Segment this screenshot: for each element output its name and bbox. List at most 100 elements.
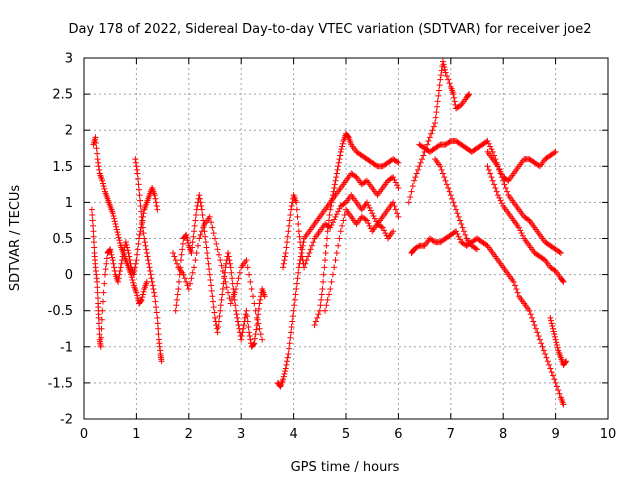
data-point: [367, 207, 374, 214]
data-point: [332, 213, 339, 220]
data-point: [320, 271, 327, 278]
data-point: [544, 358, 551, 365]
data-point: [203, 244, 210, 251]
data-point: [117, 264, 124, 271]
y-tick-label: 1: [65, 196, 73, 211]
data-point: [291, 296, 298, 303]
data-point: [217, 257, 224, 264]
data-point: [366, 204, 373, 211]
data-point: [295, 269, 302, 276]
data-point: [369, 210, 376, 217]
data-point: [213, 240, 220, 247]
data-point: [192, 217, 199, 224]
data-point: [443, 181, 450, 188]
data-point: [218, 262, 225, 269]
data-point: [90, 228, 97, 235]
data-point: [395, 213, 402, 220]
grid-layer: [84, 58, 608, 419]
data-point: [222, 264, 229, 271]
data-point: [214, 329, 221, 336]
data-point: [219, 291, 226, 298]
series-sat-g: [280, 192, 402, 271]
data-point: [324, 235, 331, 242]
data-point: [390, 199, 397, 206]
series-sat-j: [408, 228, 567, 408]
data-point: [230, 293, 237, 300]
x-tick-label: 0: [80, 427, 88, 442]
data-point: [225, 249, 232, 256]
data-point: [504, 188, 511, 195]
data-point: [551, 267, 558, 274]
data-point: [221, 273, 228, 280]
data-point: [129, 277, 136, 284]
data-point: [498, 200, 505, 207]
data-point: [229, 296, 236, 303]
data-point: [255, 311, 262, 318]
data-point: [117, 240, 124, 247]
data-point: [103, 260, 110, 267]
data-point: [315, 311, 322, 318]
data-point: [329, 192, 336, 199]
data-point: [119, 253, 126, 260]
series-sat-n: [484, 148, 564, 256]
data-point: [492, 184, 499, 191]
data-point: [137, 228, 144, 235]
data-point: [441, 64, 448, 71]
data-point: [212, 235, 218, 242]
data-point: [295, 228, 302, 235]
data-point: [327, 206, 334, 213]
data-point: [318, 296, 325, 303]
data-point: [280, 376, 287, 383]
data-point: [94, 156, 101, 163]
data-point: [497, 197, 504, 204]
x-tick-label: 7: [447, 427, 455, 442]
data-point: [434, 98, 441, 105]
data-point: [109, 257, 116, 264]
data-point: [244, 318, 251, 325]
data-point: [113, 223, 120, 230]
data-point: [138, 296, 145, 303]
data-point: [147, 271, 154, 278]
data-point: [208, 219, 215, 226]
data-point: [210, 230, 217, 237]
data-point: [436, 87, 443, 94]
data-point: [101, 271, 108, 278]
data-point: [94, 289, 101, 296]
data-point: [193, 206, 200, 213]
data-point: [287, 334, 294, 341]
data-point: [295, 221, 302, 228]
data-point: [413, 170, 420, 177]
data-point: [257, 296, 264, 303]
data-point: [415, 166, 422, 173]
data-point: [442, 69, 449, 76]
data-point: [435, 92, 442, 99]
data-point: [459, 224, 466, 231]
data-point: [451, 203, 458, 210]
data-point: [252, 307, 259, 314]
data-point: [196, 235, 203, 242]
data-point: [243, 257, 250, 264]
data-point: [235, 322, 242, 329]
data-point: [336, 235, 343, 242]
data-point: [532, 325, 539, 332]
data-point: [293, 206, 300, 213]
data-point: [287, 212, 294, 219]
data-point: [308, 242, 315, 249]
data-point: [317, 302, 324, 309]
data-point: [199, 212, 206, 219]
data-point: [289, 313, 296, 320]
data-point: [311, 322, 318, 329]
data-point: [456, 236, 463, 243]
tick-layer: 0 1 2 3 4 5 6 7 8 9 10 -2 -1.5 -1 -0.5 0 0.5 1 1.5 2 2.5 3: [48, 52, 617, 443]
data-point: [89, 217, 96, 224]
data-point: [445, 76, 452, 83]
data-point: [247, 336, 254, 343]
data-point: [291, 302, 298, 309]
data-point: [96, 166, 103, 173]
data-point: [246, 332, 253, 339]
y-tick-label: -2: [60, 413, 73, 428]
data-point: [191, 264, 198, 271]
data-point: [126, 253, 133, 260]
data-point: [132, 260, 139, 267]
data-point: [417, 159, 424, 166]
